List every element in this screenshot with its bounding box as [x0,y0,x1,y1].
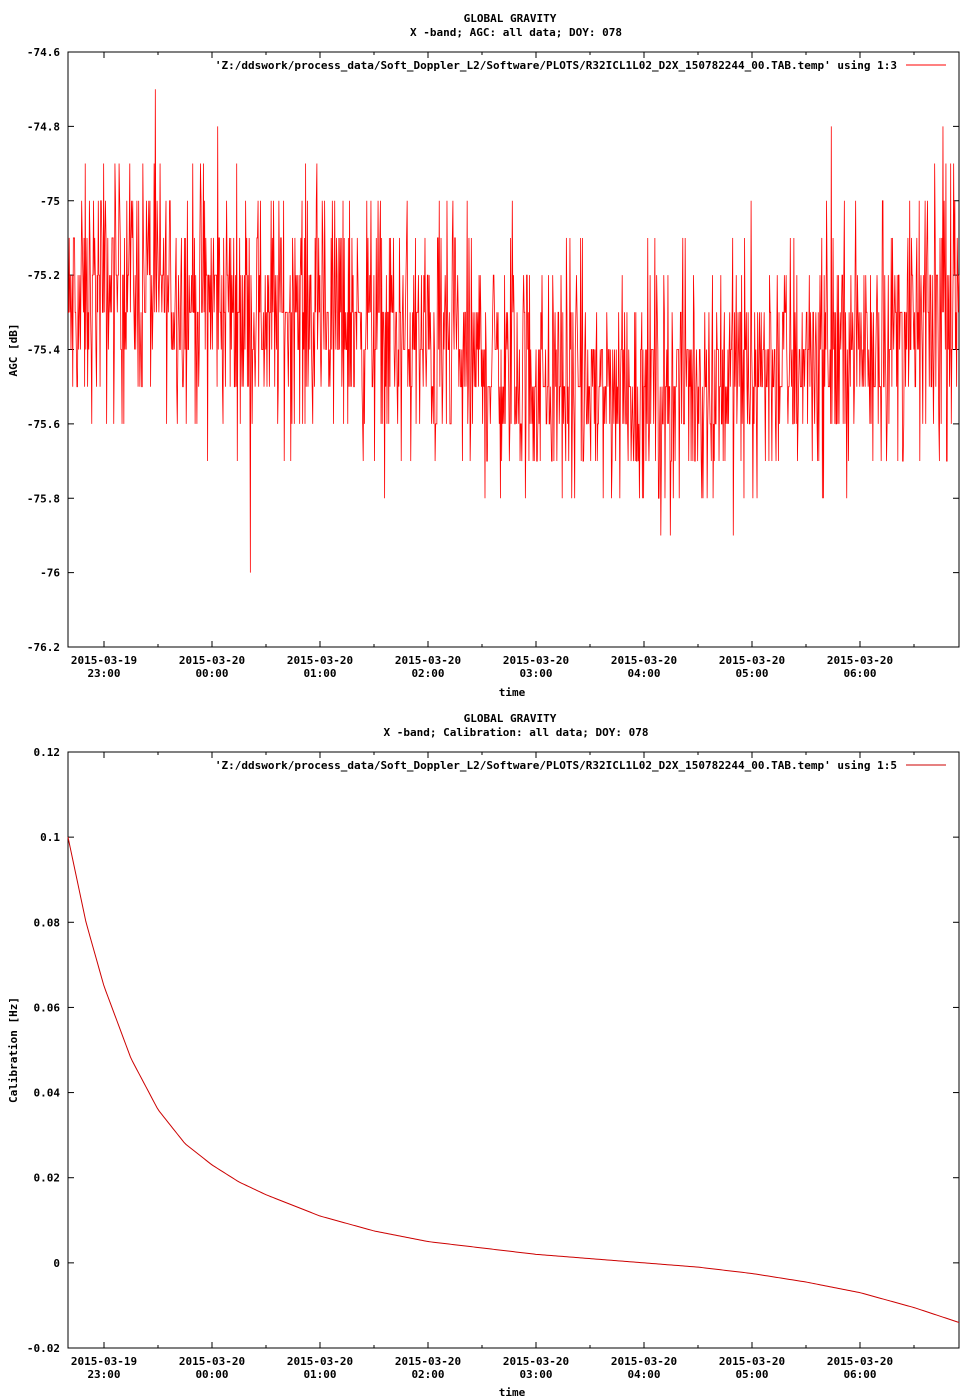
x-tick-label-date: 2015-03-19 [71,1355,137,1368]
y-tick-label: -75.2 [27,269,60,282]
x-tick-label-date: 2015-03-20 [179,1355,245,1368]
y-tick-label: 0.1 [40,831,60,844]
x-tick-label-date: 2015-03-19 [71,654,137,667]
y-tick-label: -75 [40,195,60,208]
y-tick-label: 0.06 [34,1001,61,1014]
y-tick-label: 0 [53,1257,60,1270]
calibration-series [67,837,960,1323]
agc-chart: GLOBAL GRAVITY X -band; AGC: all data; D… [7,12,960,699]
x-tick-label-date: 2015-03-20 [827,654,893,667]
x-tick-label-time: 23:00 [87,667,120,680]
x-tick-label-time: 02:00 [411,1368,444,1381]
x-tick-label-date: 2015-03-20 [719,654,785,667]
y-tick-label: 0.02 [34,1172,61,1185]
y-tick-label: 0.04 [34,1087,61,1100]
series-line [67,837,960,1323]
y-axis-label: Calibration [Hz] [7,997,20,1103]
chart-title-line1: GLOBAL GRAVITY [464,12,557,25]
y-tick-label: -76 [40,567,60,580]
y-axis-label: AGC [dB] [7,324,20,377]
y-tick-label: 0.12 [34,746,61,759]
legend-text: 'Z:/ddswork/process_data/Soft_Doppler_L2… [215,759,897,772]
y-tick-label: -75.4 [27,344,60,357]
y-tick-label: -74.8 [27,120,60,133]
calibration-chart: GLOBAL GRAVITY X -band; Calibration: all… [7,712,960,1399]
x-tick-label-date: 2015-03-20 [395,654,461,667]
x-tick-label-date: 2015-03-20 [719,1355,785,1368]
x-tick-label-time: 05:00 [735,667,768,680]
x-tick-label-time: 04:00 [627,667,660,680]
x-tick-label-date: 2015-03-20 [827,1355,893,1368]
x-tick-label-time: 04:00 [627,1368,660,1381]
y-tick-label: -76.2 [27,641,60,654]
x-tick-label-date: 2015-03-20 [287,654,353,667]
x-tick-label-time: 01:00 [303,1368,336,1381]
chart-title-line1: GLOBAL GRAVITY [464,712,557,725]
x-tick-label-time: 00:00 [195,667,228,680]
x-tick-label-time: 03:00 [519,667,552,680]
x-tick-label-time: 23:00 [87,1368,120,1381]
x-tick-label-time: 02:00 [411,667,444,680]
chart-title-line2: X -band; Calibration: all data; DOY: 078 [384,726,649,739]
x-tick-label-date: 2015-03-20 [287,1355,353,1368]
y-tick-label: -75.8 [27,492,60,505]
x-tick-label-date: 2015-03-20 [179,654,245,667]
y-tick-label: -74.6 [27,46,60,59]
x-axis-label: time [499,686,526,699]
x-tick-label-time: 06:00 [843,667,876,680]
x-tick-label-date: 2015-03-20 [503,654,569,667]
y-axis-ticks: 0.12 0.1 0.08 0.06 0.04 0.02 0 -0.02 [27,746,959,1355]
x-tick-label-time: 01:00 [303,667,336,680]
agc-series [68,89,960,573]
y-tick-label: -0.02 [27,1342,60,1355]
x-tick-label-time: 00:00 [195,1368,228,1381]
x-tick-label-date: 2015-03-20 [395,1355,461,1368]
series-line [68,89,960,573]
chart-title-line2: X -band; AGC: all data; DOY: 078 [410,26,622,39]
x-tick-label-time: 05:00 [735,1368,768,1381]
y-tick-label: 0.08 [34,916,61,929]
x-axis-label: time [499,1386,526,1399]
y-tick-label: -75.6 [27,418,60,431]
plot-area [67,751,960,1349]
legend-text: 'Z:/ddswork/process_data/Soft_Doppler_L2… [215,59,897,72]
x-axis-ticks: 2015-03-1923:002015-03-2000:002015-03-20… [71,52,915,680]
x-tick-label-time: 03:00 [519,1368,552,1381]
x-axis-ticks: 2015-03-1923:002015-03-2000:002015-03-20… [71,752,915,1381]
y-axis-ticks: -74.6 -74.8 -75 -75.2 -75.4 -75.6 -75.8 -76 -76.… [27,46,959,654]
x-tick-label-time: 06:00 [843,1368,876,1381]
x-tick-label-date: 2015-03-20 [611,1355,677,1368]
x-tick-label-date: 2015-03-20 [611,654,677,667]
x-tick-label-date: 2015-03-20 [503,1355,569,1368]
